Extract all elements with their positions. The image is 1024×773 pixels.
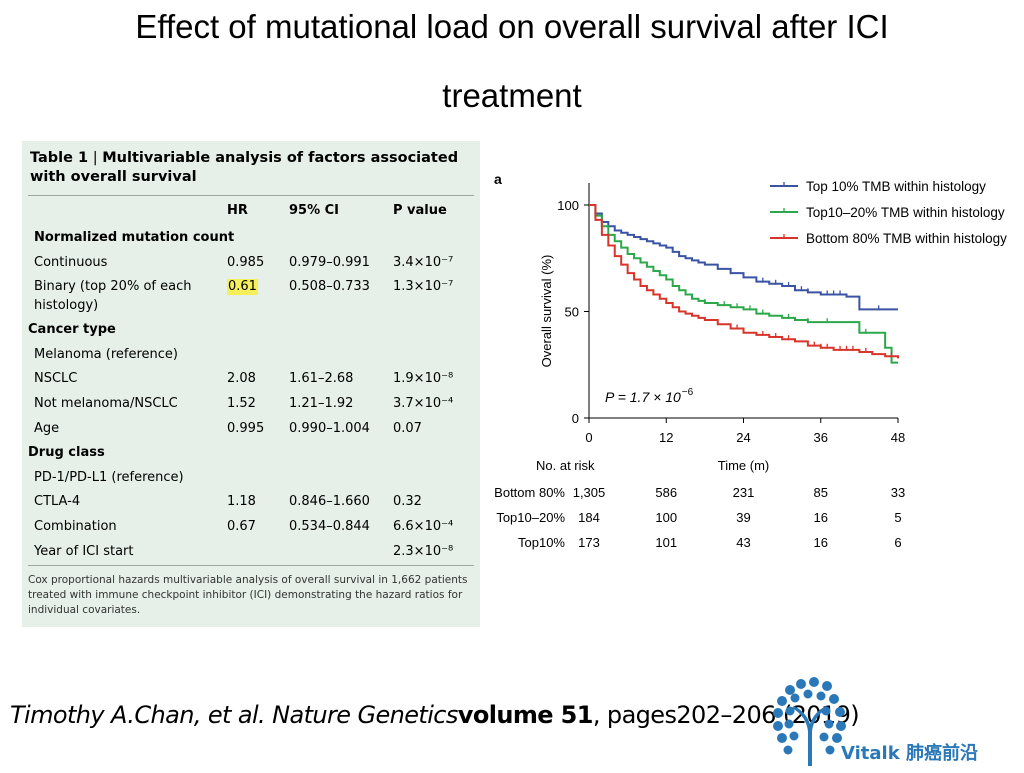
risk-value: 39 bbox=[736, 510, 750, 525]
risk-value: 101 bbox=[655, 535, 677, 550]
risk-row-label: Top10% bbox=[518, 535, 565, 550]
x-axis-label: Time (m) bbox=[718, 458, 770, 473]
cell-ci: 0.846–1.660 bbox=[289, 494, 370, 510]
series-line bbox=[589, 204, 898, 311]
risk-value: 100 bbox=[655, 510, 677, 525]
table-rule-bottom bbox=[28, 565, 474, 566]
risk-value: 231 bbox=[733, 485, 755, 500]
x-tick-label: 36 bbox=[814, 430, 828, 445]
row-label: NSCLC bbox=[34, 371, 78, 387]
slide-title-line1: Effect of mutational load on overall sur… bbox=[135, 8, 889, 45]
x-tick-label: 24 bbox=[736, 430, 750, 445]
cell-p: 6.6×10⁻⁴ bbox=[393, 519, 454, 534]
table-caption-number: Table 1 bbox=[30, 150, 89, 166]
legend-entry: Bottom 80% TMB within histology bbox=[806, 231, 1007, 246]
cell-ci: 1.21–1.92 bbox=[289, 396, 354, 411]
citation-volume: volume 51 bbox=[457, 701, 594, 729]
cell-hr: 0.61 bbox=[227, 279, 258, 296]
cell-hr: 2.08 bbox=[227, 371, 256, 387]
risk-value: 173 bbox=[578, 535, 600, 550]
risk-value: 33 bbox=[891, 485, 905, 500]
legend-entry: Top10–20% TMB within histology bbox=[806, 205, 1005, 220]
row-label: Binary (top 20% of each bbox=[34, 279, 192, 295]
row-label: Age bbox=[34, 420, 60, 436]
section-header: Drug class bbox=[28, 445, 105, 461]
table-panel: Table 1 | Multivariable analysis of fact… bbox=[22, 141, 480, 627]
p-value-annotation: P = 1.7 × 10 bbox=[605, 389, 681, 405]
section-header: Cancer type bbox=[28, 322, 116, 338]
series-line bbox=[589, 204, 898, 364]
table-caption-text: Multivariable analysis of factors associ… bbox=[30, 150, 459, 185]
cell-p: 0.32 bbox=[393, 494, 422, 510]
legend-entry: Top 10% TMB within histology bbox=[806, 179, 986, 194]
risk-value: 16 bbox=[814, 535, 828, 550]
column-header: P value bbox=[393, 203, 447, 218]
risk-value: 1,305 bbox=[573, 485, 606, 500]
cell-ci: 0.508–0.733 bbox=[289, 279, 370, 295]
panel-label: a bbox=[494, 171, 502, 187]
vitalk-logo: Vitalk 肺癌前沿 bbox=[770, 676, 1020, 768]
cell-p: 1.9×10⁻⁸ bbox=[393, 371, 454, 387]
risk-value: 85 bbox=[814, 485, 828, 500]
risk-value: 586 bbox=[655, 485, 677, 500]
risk-value: 5 bbox=[894, 510, 901, 525]
column-header: 95% CI bbox=[289, 203, 340, 218]
cell-hr: 0.995 bbox=[227, 420, 265, 436]
lung-tree-icon bbox=[773, 677, 846, 766]
row-label: Not melanoma/NSCLC bbox=[34, 396, 178, 411]
risk-table-header: No. at risk bbox=[536, 458, 595, 473]
y-tick-label: 50 bbox=[565, 305, 579, 320]
cell-hr: 0.67 bbox=[227, 519, 256, 534]
p-value-exponent: −6 bbox=[682, 387, 694, 398]
series-line bbox=[589, 204, 899, 359]
table-footnote: Cox proportional hazards multivariable a… bbox=[28, 574, 468, 616]
logo-text: Vitalk 肺癌前沿 bbox=[841, 743, 978, 764]
cell-ci: 1.61–2.68 bbox=[289, 371, 354, 387]
y-tick-label: 0 bbox=[572, 411, 579, 426]
cell-ci: 0.534–0.844 bbox=[289, 519, 370, 534]
km-chart: a 0 50 100 0 12 24 36 48 Overall survival (%) Time… bbox=[494, 171, 1007, 550]
row-label: Year of ICI start bbox=[34, 543, 134, 559]
citation: Timothy A.Chan, et al. Nature Geneticsvo… bbox=[10, 701, 860, 729]
x-tick-label: 48 bbox=[891, 430, 905, 445]
table-rule-top bbox=[28, 195, 474, 196]
cell-hr: 0.985 bbox=[227, 254, 265, 270]
cell-hr: 1.52 bbox=[227, 396, 256, 411]
row-label: Melanoma (reference) bbox=[34, 346, 178, 362]
cell-p: 2.3×10⁻⁸ bbox=[393, 543, 454, 559]
risk-row-label: Top10–20% bbox=[496, 510, 565, 525]
row-label: CTLA-4 bbox=[34, 494, 81, 510]
cell-ci: 0.990–1.004 bbox=[289, 420, 370, 436]
risk-value: 16 bbox=[814, 510, 828, 525]
risk-value: 184 bbox=[578, 510, 600, 525]
cell-p: 0.07 bbox=[393, 420, 422, 436]
column-header: HR bbox=[227, 203, 248, 218]
row-label: PD-1/PD-L1 (reference) bbox=[34, 469, 184, 485]
table-caption-separator: | bbox=[88, 150, 103, 166]
y-axis-label: Overall survival (%) bbox=[539, 255, 554, 368]
slide-title-line2: treatment bbox=[442, 77, 582, 114]
risk-row-label: Bottom 80% bbox=[494, 485, 565, 500]
cell-p: 3.7×10⁻⁴ bbox=[393, 396, 454, 411]
citation-authors: Timothy A.Chan, et al. Nature Genetics bbox=[10, 701, 458, 729]
row-label: Combination bbox=[34, 519, 117, 534]
y-tick-label: 100 bbox=[557, 198, 579, 213]
x-tick-label: 0 bbox=[585, 430, 592, 445]
cell-p: 1.3×10⁻⁷ bbox=[393, 279, 454, 295]
x-tick-label: 12 bbox=[659, 430, 673, 445]
section-header: Normalized mutation count bbox=[34, 230, 235, 245]
risk-value: 43 bbox=[736, 535, 750, 550]
row-label: Continuous bbox=[34, 254, 108, 270]
risk-value: 6 bbox=[894, 535, 901, 550]
row-label-continued: histology) bbox=[34, 298, 99, 314]
table-caption: Table 1 | Multivariable analysis of fact… bbox=[30, 149, 470, 187]
cell-ci: 0.979–0.991 bbox=[289, 254, 370, 270]
cell-hr: 1.18 bbox=[227, 494, 256, 510]
cell-p: 3.4×10⁻⁷ bbox=[393, 254, 454, 270]
